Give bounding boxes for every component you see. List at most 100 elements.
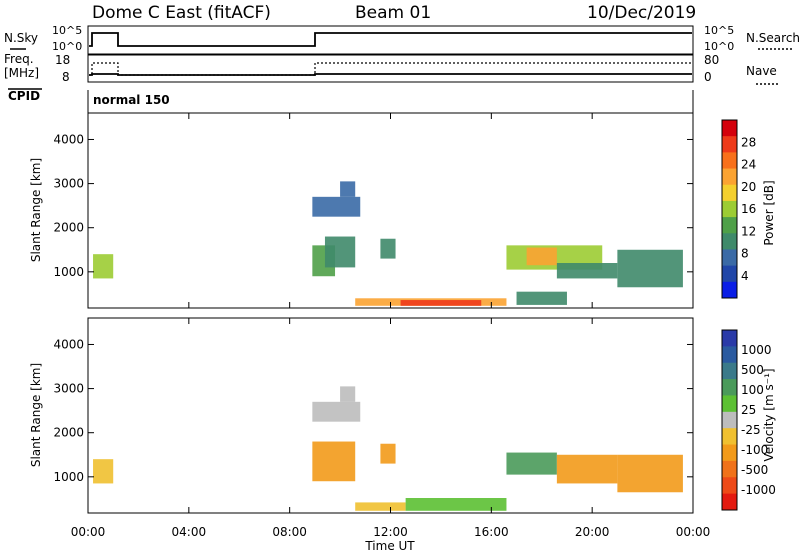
colorbar-swatch — [722, 184, 737, 202]
colorbar-swatch — [722, 217, 737, 234]
velocity-colorbar: 1000 500 100 25 -25 -100 -500 -1000 — [721, 329, 776, 511]
nave-label: Nave — [746, 64, 777, 78]
colorbar-swatch — [722, 493, 737, 511]
power-heatmap — [93, 181, 683, 306]
freq-trace — [89, 73, 692, 76]
power-colorbar: 28 24 20 16 12 8 4 — [721, 119, 756, 299]
colorbar-swatch — [722, 411, 737, 429]
colorbar-swatch — [722, 249, 737, 267]
y-axis-ticks: 4000 3000 2000 1000 4000 3000 2000 1000 — [53, 132, 693, 484]
colorbar-tick-label: 1000 — [741, 343, 772, 357]
heatmap-cell — [93, 459, 114, 484]
colorbar-tick-label: -1000 — [741, 483, 776, 497]
velocity-plot-frame — [87, 317, 694, 514]
heatmap-cell — [526, 247, 557, 266]
heatmap-cell — [324, 236, 356, 268]
freq-label-line1: Freq. — [4, 52, 34, 66]
velocity-ylabel: Slant Range [km] — [29, 363, 43, 467]
nsearch-tick-bottom: 10^0 — [704, 40, 734, 53]
heatmap-cell — [617, 454, 683, 493]
y-tick-label: 1000 — [53, 265, 84, 279]
colorbar-swatch — [722, 200, 737, 218]
x-tick-label: 00:00 — [71, 525, 106, 539]
colorbar-swatch — [722, 460, 737, 478]
colorbar-swatch — [722, 346, 737, 364]
heatmap-cell — [556, 454, 618, 484]
nsky-panel — [87, 25, 694, 55]
colorbar-tick-label: 16 — [741, 202, 756, 216]
colorbar-tick-label: -500 — [741, 463, 768, 477]
nsky-trace — [89, 32, 692, 47]
colorbar-tick-label: 100 — [741, 383, 764, 397]
heatmap-cell — [340, 386, 356, 402]
colorbar-swatch — [722, 281, 737, 299]
date-title: 10/Dec/2019 — [587, 3, 696, 23]
heatmap-cell — [312, 196, 361, 217]
nsky-tick-bottom: 10^0 — [52, 40, 82, 53]
heatmap-cell — [506, 452, 557, 475]
colorbar-tick-label: 4 — [741, 269, 749, 283]
power-plot-frame — [87, 112, 694, 309]
power-ylabel: Slant Range [km] — [29, 158, 43, 262]
colorbar-frame — [721, 119, 738, 299]
x-axis-label: Time UT — [364, 539, 415, 553]
x-tick-label: 12:00 — [373, 525, 408, 539]
colorbar-tick-label: 25 — [741, 403, 756, 417]
colorbar-tick-label: 500 — [741, 363, 764, 377]
beam-title: Beam 01 — [355, 3, 431, 23]
colorbar-swatch — [722, 136, 737, 153]
x-tick-label: 20:00 — [575, 525, 610, 539]
cpid-text: normal 150 — [93, 93, 170, 107]
y-tick-label: 3000 — [53, 382, 84, 396]
cpid-label: CPID — [8, 89, 40, 103]
nsearch-label: N.Search — [746, 31, 800, 45]
heatmap-cell — [556, 263, 618, 279]
heatmap-cell — [380, 238, 396, 259]
heatmap-cell — [355, 502, 406, 511]
y-tick-label: 2000 — [53, 221, 84, 235]
y-tick-label: 3000 — [53, 177, 84, 191]
colorbar-swatch — [722, 152, 737, 170]
heatmap-cell — [617, 249, 683, 288]
x-tick-label: 16:00 — [474, 525, 509, 539]
colorbar-swatch — [722, 379, 737, 396]
colorbar-swatch — [722, 444, 737, 462]
colorbar-swatch — [722, 265, 737, 283]
freq-panel — [87, 54, 694, 83]
nsky-label: N.Sky — [4, 31, 38, 45]
heatmap-cell — [312, 401, 361, 422]
nave-tick-top: 80 — [704, 53, 719, 67]
colorbar-swatch — [722, 168, 737, 186]
y-tick-label: 1000 — [53, 470, 84, 484]
colorbar-swatch — [722, 477, 737, 495]
x-tick-label: 00:00 — [676, 525, 711, 539]
heatmap-cell — [312, 441, 356, 482]
x-axis-ticks: 00:00 04:00 08:00 12:00 16:00 20:00 00:00 — [71, 113, 711, 539]
y-tick-label: 4000 — [53, 337, 84, 351]
colorbar-swatch — [722, 362, 737, 380]
colorbar-frame — [721, 329, 738, 511]
y-tick-label: 4000 — [53, 132, 84, 146]
nave-tick-bottom: 0 — [704, 70, 712, 84]
heatmap-cell — [380, 443, 396, 464]
heatmap-cell — [405, 498, 507, 511]
colorbar-swatch — [722, 233, 737, 250]
heatmap-cell — [93, 254, 114, 279]
velocity-heatmap — [93, 386, 683, 511]
y-tick-label: 2000 — [53, 426, 84, 440]
colorbar-swatch — [722, 330, 737, 347]
freq-label-line2: [MHz] — [4, 66, 39, 80]
colorbar-tick-label: 12 — [741, 224, 756, 238]
colorbar-tick-label: 24 — [741, 158, 756, 172]
nsky-tick-top: 10^5 — [52, 24, 82, 37]
velocity-colorbar-label: Velocity [m s⁻¹] — [762, 368, 776, 461]
colorbar-tick-label: -25 — [741, 423, 761, 437]
heatmap-cell — [516, 291, 567, 305]
colorbar-tick-label: 8 — [741, 247, 749, 261]
x-tick-label: 08:00 — [272, 525, 307, 539]
colorbar-tick-label: -100 — [741, 443, 768, 457]
heatmap-cell — [340, 181, 356, 197]
colorbar-tick-label: 28 — [741, 135, 756, 149]
station-title: Dome C East (fitACF) — [92, 3, 271, 23]
